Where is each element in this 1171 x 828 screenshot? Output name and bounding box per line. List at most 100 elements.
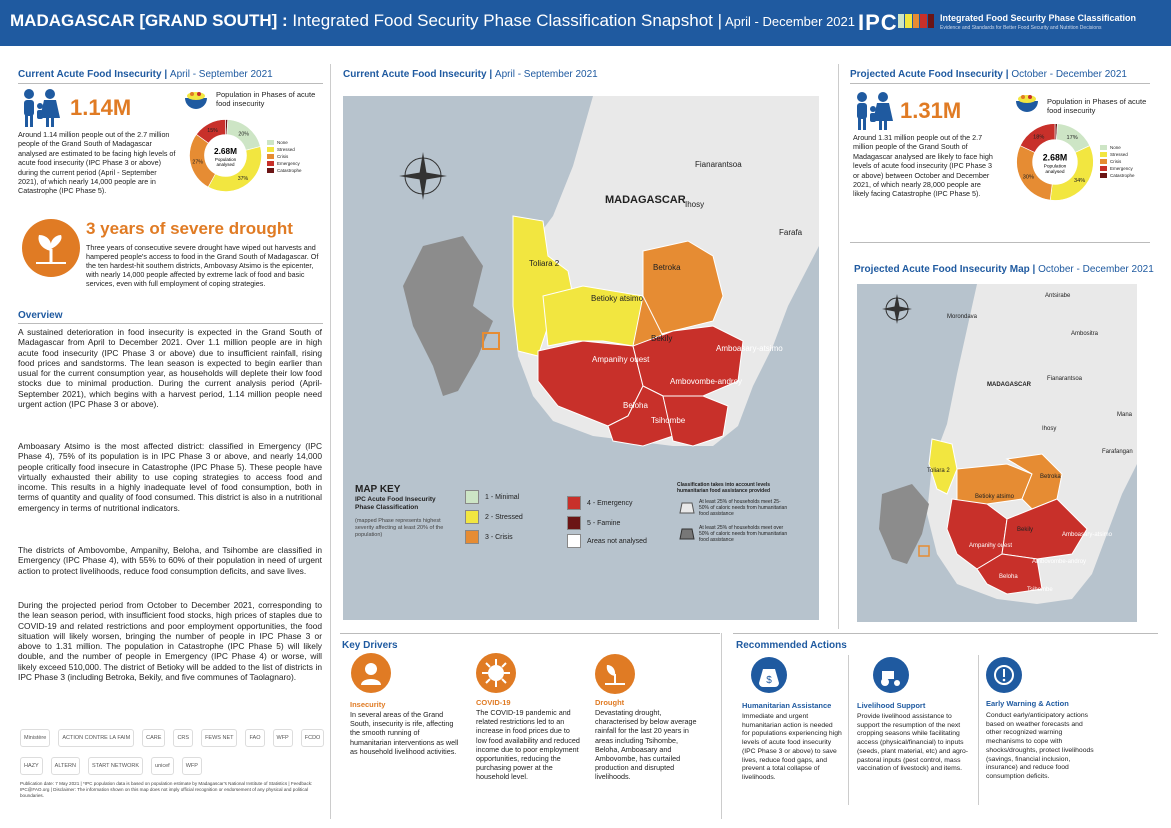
- donut-slice-label: 27%: [192, 160, 203, 166]
- bowl-icon: [1016, 95, 1038, 112]
- donut-slice-label: 1%: [223, 118, 231, 119]
- action-text: Conduct early/anticipatory actions based…: [986, 712, 1094, 780]
- donut-center-value: 2.68M: [1043, 152, 1067, 162]
- action-title: Early Warning & Action: [986, 699, 1069, 708]
- drought-title: 3 years of severe drought: [86, 219, 293, 238]
- key-phase-3: 3 - Crisis: [465, 530, 513, 544]
- donut-slice-label: 37%: [238, 176, 249, 182]
- map-place-label: Ambovombe-androy: [670, 377, 743, 386]
- partner-logo: CARE: [142, 729, 166, 747]
- partner-logo: FEWS NET: [201, 729, 238, 747]
- main-map-svg: [399, 96, 819, 447]
- donut-slice-label: 30%: [1023, 175, 1034, 181]
- footer-note: Publication date: 7 May 2021 | *IPC popu…: [20, 781, 313, 798]
- covid-icon: [476, 653, 516, 693]
- map-place-label: Ampanihy ouest: [969, 543, 1013, 549]
- map-place-label: Beloha: [999, 574, 1018, 580]
- map-place-label: Ihosy: [685, 200, 705, 209]
- legend-entry: None: [1100, 144, 1135, 151]
- ipc-color-bar: [927, 14, 935, 28]
- projected-map[interactable]: Antsirabe Morondava Ambositra Fianarants…: [857, 284, 1137, 622]
- divider: [850, 242, 1150, 243]
- current-donut-legend: None Stressed Crisis Emergency Catastrophe: [267, 139, 302, 174]
- donut-slice-label: 17%: [1066, 135, 1077, 141]
- ipc-color-bar: [920, 14, 927, 28]
- current-paragraph: Around 1.14 million people out of the 2.…: [18, 130, 176, 196]
- action-text: Provide livelihood assistance to support…: [857, 713, 969, 773]
- map-place-label: Toliara 2: [927, 468, 950, 474]
- divider: [340, 633, 720, 634]
- map-place-label: Toliara 2: [529, 259, 560, 268]
- food-sack-filled-icon: [679, 528, 695, 540]
- column-divider: [838, 64, 839, 629]
- assist-level-1: At least 25% of households meet 25-50% o…: [699, 499, 788, 517]
- donut-slice-label: 20%: [238, 131, 249, 137]
- projected-donut-legend: None Stressed Crisis Emergency Catastrophe: [1100, 144, 1135, 179]
- driver-text: The COVID-19 pandemic and related restri…: [476, 708, 580, 782]
- action-title: Livelihood Support: [857, 701, 926, 710]
- map-country-label: MADAGASCAR: [605, 194, 686, 206]
- projected-number: 1.31M: [900, 98, 962, 123]
- map-place-label: Tsihombe: [651, 416, 686, 425]
- projected-section-title: Projected Acute Food Insecurity | Octobe…: [850, 69, 1127, 80]
- ipc-color-bar: [905, 14, 912, 28]
- title-subtitle: Integrated Food Security Phase Classific…: [287, 11, 723, 30]
- ipc-logo: IPC: [858, 10, 898, 35]
- map-place-label: Fianarantsoa: [1047, 376, 1083, 382]
- partner-logo: WFP: [181, 757, 202, 775]
- map-place-label: Betroka: [653, 263, 681, 272]
- driver-title: COVID-19: [476, 698, 511, 707]
- ipc-color-bar: [912, 14, 920, 28]
- partner-logo: CRS: [173, 729, 194, 747]
- donut-center-label: analysed: [1045, 169, 1065, 175]
- map-place-label: Ampanihy ouest: [592, 355, 650, 364]
- map-place-label: Farafa: [779, 228, 803, 237]
- title-dates: April - December 2021: [722, 14, 855, 29]
- map-place-label: Farafangan: [1102, 449, 1133, 455]
- map-place-label: Ambositra: [1071, 331, 1099, 337]
- divider: [733, 633, 1158, 634]
- family-icon: [24, 89, 60, 127]
- assist-title: Classification takes into account levels…: [677, 482, 771, 494]
- map-place-label: Ambovombe-androy: [1032, 559, 1087, 565]
- column-divider: [330, 64, 331, 819]
- legend-entry: None: [267, 139, 302, 146]
- food-sack-icon: [679, 502, 695, 514]
- driver-text: In several areas of the Grand South, ins…: [350, 710, 459, 756]
- key-phase-5: 5 - Famine: [567, 516, 620, 530]
- key-not-analysed: Areas not analysed: [567, 534, 647, 548]
- column-divider: [978, 655, 979, 805]
- legend-entry: Stressed: [1100, 151, 1135, 158]
- drivers-title: Key Drivers: [342, 640, 398, 651]
- projected-donut-caption: Population in Phases of acute food insec…: [1047, 97, 1147, 115]
- partner-logo: FCDO: [300, 729, 325, 747]
- donut-center-label: Population: [1044, 164, 1067, 170]
- overview-title: Overview: [18, 310, 63, 321]
- action-title: Humanitarian Assistance: [742, 701, 832, 710]
- legend-entry: Stressed: [267, 146, 302, 153]
- ipc-tagline: Evidence and Standards for Better Food S…: [940, 25, 1102, 31]
- donut-center-label: analysed: [216, 162, 235, 167]
- legend-entry: Catastrophe: [267, 167, 302, 174]
- map-place-label: Fianarantsoa: [695, 160, 742, 169]
- main-map[interactable]: Fianarantsoa MADAGASCAR Ihosy Farafa Tol…: [343, 96, 819, 620]
- partner-logo: ALTERN: [50, 757, 80, 775]
- compass-icon: [399, 152, 447, 200]
- donut-slice: [195, 119, 226, 144]
- map-place-label: Beloha: [623, 401, 648, 410]
- svg-text:$: $: [766, 675, 772, 686]
- current-number: 1.14M: [70, 95, 132, 120]
- map-key-subtitle: IPC Acute Food Insecurity Phase Classifi…: [355, 496, 436, 511]
- page-title: MADAGASCAR [GRAND SOUTH] : Integrated Fo…: [10, 11, 855, 31]
- warning-globe-icon: [986, 657, 1022, 693]
- overview-paragraph-1: A sustained deterioration in food insecu…: [18, 327, 322, 410]
- map-place-label: Bekily: [651, 334, 673, 343]
- partner-logo: unicef: [151, 757, 174, 775]
- header-bar: MADAGASCAR [GRAND SOUTH] : Integrated Fo…: [0, 0, 1171, 46]
- drought-plant-icon: [22, 219, 80, 277]
- driver-title: Insecurity: [350, 700, 386, 709]
- overview-paragraph-2: Amboasary Atsimo is the most affected di…: [18, 441, 322, 513]
- divider: [850, 83, 1150, 84]
- key-phase-1: 1 - Minimal: [465, 490, 519, 504]
